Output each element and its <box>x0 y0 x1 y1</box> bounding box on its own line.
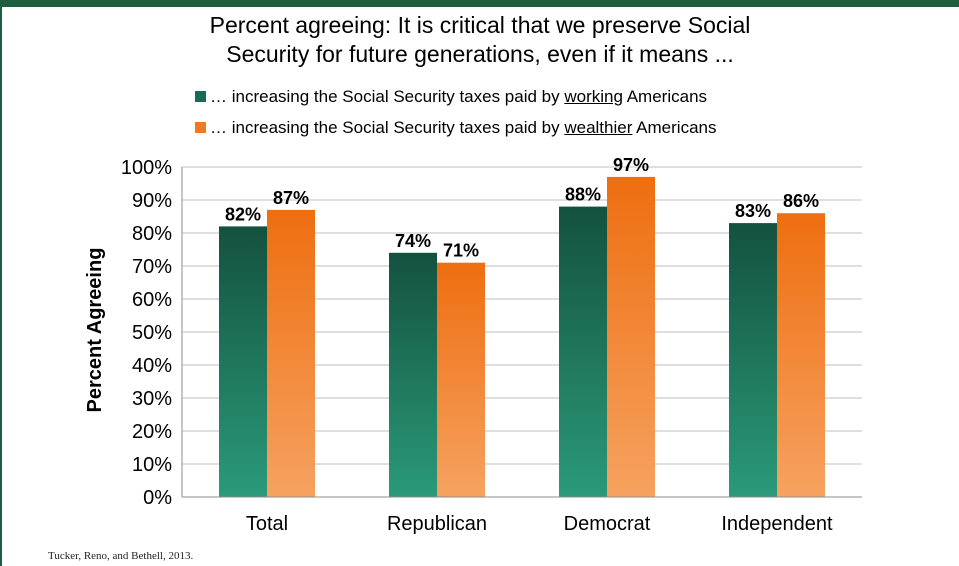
data-label-wealthier: 87% <box>273 188 309 208</box>
y-tick-label: 100% <box>121 157 172 179</box>
bar-wealthier <box>437 262 485 497</box>
bars <box>219 176 825 497</box>
data-label-working: 74% <box>395 231 431 251</box>
title-line-2: Security for future generations, even if… <box>226 41 734 67</box>
bar-wealthier <box>777 213 825 497</box>
left-accent-rule <box>0 7 2 566</box>
legend-text-working-suffix: Americans <box>622 87 708 106</box>
legend-item-wealthier: … increasing the Social Security taxes p… <box>195 118 716 138</box>
legend-text-working-emph: working <box>564 87 623 106</box>
x-tick-label: Republican <box>387 513 487 535</box>
data-label-wealthier: 86% <box>783 191 819 211</box>
y-axis-label: Percent Agreeing <box>84 248 106 413</box>
x-tick-label: Democrat <box>564 513 651 535</box>
legend-item-working: … increasing the Social Security taxes p… <box>195 87 707 107</box>
legend-text-working-prefix: … increasing the Social Security taxes p… <box>210 87 565 106</box>
data-label-wealthier: 97% <box>613 155 649 175</box>
bar-working <box>219 226 267 497</box>
bar-wealthier <box>607 176 655 497</box>
y-tick-label: 40% <box>132 355 172 377</box>
legend-swatch-wealthier <box>195 122 206 133</box>
y-tick-label: 50% <box>132 322 172 344</box>
y-tick-label: 90% <box>132 190 172 212</box>
source-citation: Tucker, Reno, and Bethell, 2013. <box>48 550 194 562</box>
y-tick-label: 20% <box>132 421 172 443</box>
y-tick-label: 0% <box>143 487 172 509</box>
data-labels: 82% 87% 74% 71% 88% 97% 83% 86% <box>225 155 819 261</box>
legend-text-wealthier-prefix: … increasing the Social Security taxes p… <box>210 118 565 137</box>
top-accent-bar <box>0 0 959 7</box>
data-label-working: 88% <box>565 185 601 205</box>
title-line-1: Percent agreeing: It is critical that we… <box>209 12 751 38</box>
y-tick-label: 70% <box>132 256 172 278</box>
bar-working <box>389 252 437 497</box>
x-tick-label: Total <box>246 513 288 535</box>
legend-text-wealthier-emph: wealthier <box>564 118 633 137</box>
data-label-wealthier: 71% <box>443 241 479 261</box>
y-tick-label: 80% <box>132 223 172 245</box>
data-label-working: 83% <box>735 201 771 221</box>
bar-wealthier <box>267 209 315 497</box>
bar-working <box>729 223 777 497</box>
legend-text-wealthier-suffix: Americans <box>632 118 717 137</box>
y-tick-label: 10% <box>132 454 172 476</box>
bar-working <box>559 206 607 497</box>
x-tick-label: Independent <box>721 513 833 535</box>
y-tick-label: 30% <box>132 388 172 410</box>
axes: 0% 10% 20% 30% 40% 50% 60% 70% 80% 90% 100% Total Re… <box>121 157 862 535</box>
legend-swatch-working <box>195 91 206 102</box>
chart-title: Percent agreeing: It is critical that we… <box>120 11 840 69</box>
data-label-working: 82% <box>225 204 261 224</box>
y-tick-label: 60% <box>132 289 172 311</box>
